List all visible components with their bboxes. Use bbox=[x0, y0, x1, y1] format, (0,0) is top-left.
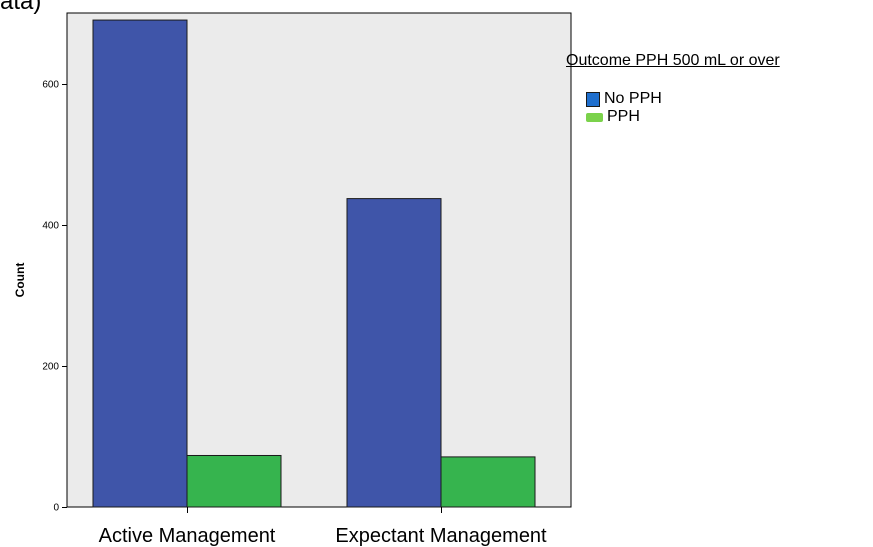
legend-label-no-pph: No PPH bbox=[604, 90, 662, 107]
bar-no-pph-0 bbox=[92, 19, 188, 508]
bar-no-pph-1 bbox=[346, 198, 442, 508]
y-tick-label: 400 bbox=[42, 221, 59, 232]
x-tick-label: Expectant Management bbox=[335, 525, 547, 547]
legend: Outcome PPH 500 mL or over No PPH PPH bbox=[566, 52, 780, 126]
y-tick-label: 0 bbox=[53, 503, 59, 514]
legend-title: Outcome PPH 500 mL or over bbox=[566, 52, 780, 69]
header-fragment: ata) bbox=[0, 0, 42, 15]
bar-pph-0 bbox=[186, 454, 282, 508]
legend-item-no-pph: No PPH bbox=[566, 90, 780, 108]
y-axis-label: Count bbox=[13, 263, 27, 298]
y-tick-label: 200 bbox=[42, 362, 59, 373]
legend-swatch-no-pph bbox=[586, 91, 600, 107]
legend-swatch-pph bbox=[586, 112, 603, 122]
bar-pph-1 bbox=[440, 456, 536, 508]
y-tick-label: 600 bbox=[42, 80, 59, 91]
legend-label-pph: PPH bbox=[607, 108, 640, 125]
legend-item-pph: PPH bbox=[566, 108, 780, 126]
x-tick-label: Active Management bbox=[99, 525, 276, 547]
